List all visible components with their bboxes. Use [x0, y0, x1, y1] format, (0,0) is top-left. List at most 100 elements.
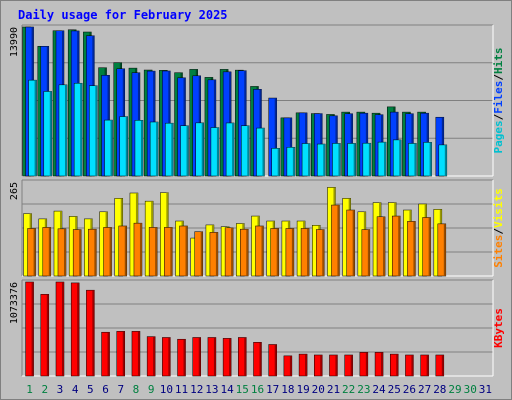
bar-shade: [413, 221, 416, 276]
x-tick-label: 27: [418, 383, 431, 396]
bar-shade: [229, 338, 232, 376]
x-tick-label: 25: [388, 383, 401, 396]
bar-shade: [292, 147, 295, 176]
bar-shade: [232, 122, 235, 176]
x-tick-label: 4: [72, 383, 79, 396]
bar-shade: [33, 228, 36, 276]
bar-shade: [338, 143, 341, 176]
bar-shade: [34, 80, 37, 176]
bar-shade: [320, 354, 323, 376]
bar-shade: [444, 144, 447, 176]
bar-shade: [48, 227, 51, 276]
panel-traffic: 13990: [9, 24, 494, 177]
bar-shade: [231, 227, 234, 276]
bar-shade: [384, 142, 387, 176]
bar-shade: [31, 282, 34, 376]
x-tick-label: 28: [433, 383, 446, 396]
bar-shade: [262, 128, 265, 176]
x-tick-label: 24: [372, 383, 386, 396]
x-tick-label: 30: [464, 383, 477, 396]
legend-entry: KBytes: [492, 308, 505, 348]
bar-shade: [259, 342, 262, 376]
bar-shade: [307, 228, 310, 276]
bar-shade: [110, 120, 113, 176]
bar-shade: [94, 229, 97, 276]
bar-shade: [323, 144, 326, 176]
x-tick-label: 29: [448, 383, 461, 396]
x-tick-label: 11: [175, 383, 188, 396]
legend-entry: Pages: [492, 120, 505, 153]
chart-panels: 13990 265 1073376: [9, 24, 494, 377]
bar-shade: [289, 117, 292, 176]
x-tick-label: 10: [160, 383, 173, 396]
x-tick-label: 5: [87, 383, 94, 396]
bar-shade: [79, 229, 82, 276]
legend-entry: Sites: [492, 235, 505, 268]
x-tick-label: 23: [357, 383, 370, 396]
bar-shade: [186, 125, 189, 176]
x-tick-label: 18: [281, 383, 294, 396]
bar-shade: [276, 228, 279, 276]
bar-shade: [429, 142, 432, 176]
legend-entry: /: [492, 113, 505, 120]
bar-shade: [350, 354, 353, 376]
bar-shade: [367, 229, 370, 276]
x-tick-label: 15: [236, 383, 249, 396]
bar-shade: [352, 210, 355, 276]
bar-shade: [337, 205, 340, 276]
x-tick-label: 13: [205, 383, 218, 396]
panel-kbytes: 1073376: [9, 279, 494, 377]
x-tick-label: 12: [190, 383, 203, 396]
bar-shade: [168, 337, 171, 376]
legend-entry: /: [492, 74, 505, 81]
y-max-label: 13990: [9, 27, 20, 57]
x-tick-label: 21: [327, 383, 340, 396]
bar-shade: [411, 354, 414, 376]
legend-0: Pages/Files/Hits: [492, 48, 505, 154]
legend-1: Sites/Visits: [492, 188, 505, 268]
bar-shade: [428, 217, 431, 276]
bar-shade: [426, 354, 429, 376]
bar-shade: [80, 83, 83, 176]
bar-shade: [335, 354, 338, 376]
bar-shade: [64, 84, 67, 176]
legend-entry: Hits: [492, 48, 505, 75]
bar-shade: [156, 122, 159, 176]
chart-title: Daily usage for February 2025: [18, 8, 228, 22]
bar-shade: [139, 223, 142, 276]
y-max-label: 265: [9, 182, 20, 200]
bar-shade: [244, 70, 247, 176]
x-tick-label: 14: [220, 383, 234, 396]
x-tick-label: 16: [251, 383, 264, 396]
x-tick-label: 3: [57, 383, 64, 396]
bar-shade: [122, 331, 125, 376]
bar-shade: [277, 148, 280, 176]
bar-shade: [137, 331, 140, 376]
x-tick-label: 7: [117, 383, 124, 396]
bar-shade: [201, 122, 204, 176]
bar-shade: [153, 336, 156, 376]
bar-shade: [95, 85, 98, 176]
bar-shade: [368, 143, 371, 176]
bar-shade: [305, 354, 308, 376]
bar-shade: [396, 354, 399, 376]
bar-shade: [171, 123, 174, 176]
bar-shade: [414, 143, 417, 176]
panel-visits: 265: [9, 179, 494, 277]
x-tick-label: 2: [41, 383, 48, 396]
bar-shade: [183, 339, 186, 376]
bar-shade: [63, 228, 66, 276]
bar-shade: [398, 216, 401, 276]
bar-shade: [274, 344, 277, 376]
x-tick-label: 19: [296, 383, 309, 396]
bar-shade: [261, 225, 264, 276]
bar-shade: [353, 143, 356, 176]
bar-shade: [216, 127, 219, 176]
bar-shade: [185, 225, 188, 276]
x-tick-label: 22: [342, 383, 355, 396]
bar-shade: [383, 216, 386, 276]
bar-shade: [399, 139, 402, 176]
bar-shade: [244, 337, 247, 376]
bar-shade: [200, 231, 203, 276]
